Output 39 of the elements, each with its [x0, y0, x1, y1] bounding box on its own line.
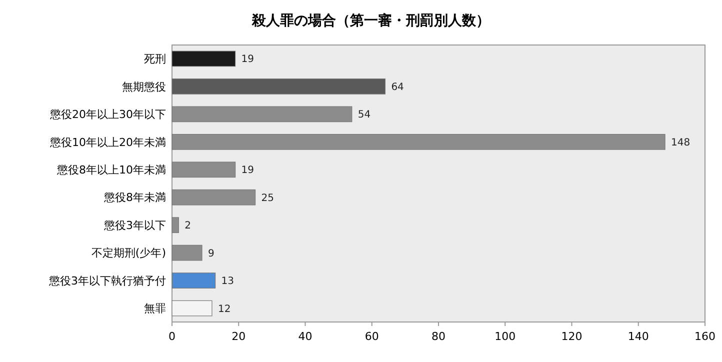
data-label: 148 — [671, 137, 690, 148]
data-label: 9 — [208, 248, 214, 260]
data-label: 19 — [241, 54, 254, 66]
y-tick-label: 懲役10年以上20年未満 — [49, 136, 166, 149]
data-label: 25 — [261, 192, 274, 204]
data-label: 2 — [184, 220, 192, 232]
y-tick-label: 無罪 — [144, 302, 166, 316]
bar — [172, 106, 352, 122]
x-tick-label: 40 — [298, 330, 312, 343]
bar — [172, 162, 236, 178]
data-label: 12 — [218, 304, 231, 315]
bar — [172, 50, 236, 67]
x-tick-label: 100 — [494, 330, 516, 343]
x-tick-label: 0 — [168, 330, 176, 343]
x-tick-label: 80 — [432, 330, 446, 343]
data-label: 19 — [241, 165, 254, 176]
y-tick-label: 不定期刑(少年) — [91, 246, 166, 260]
x-tick-label: 120 — [561, 330, 582, 343]
bar — [172, 189, 256, 206]
data-label: 54 — [358, 110, 371, 121]
x-tick-label: 160 — [694, 330, 716, 343]
y-tick-label: 無期懲役 — [122, 80, 166, 94]
y-tick-label: 死刑 — [144, 52, 166, 66]
bar — [172, 134, 666, 150]
x-tick-label: 60 — [364, 330, 379, 343]
y-tick-label: 懲役3年以下執行猶予付 — [48, 274, 166, 288]
x-tick-label: 140 — [628, 330, 649, 343]
y-tick-label: 懲役3年以下 — [103, 218, 166, 232]
data-label: 64 — [391, 82, 404, 93]
y-tick-label: 懲役8年以上10年未満 — [56, 163, 166, 176]
y-tick-label: 懲役8年未満 — [103, 191, 166, 204]
bar — [172, 272, 216, 288]
y-tick-label: 懲役20年以上30年以下 — [49, 108, 166, 122]
data-label: 13 — [221, 276, 234, 288]
bar — [172, 217, 179, 234]
chart-title: 殺人罪の場合（第一審・刑罰別人数） — [251, 12, 490, 29]
bar — [172, 78, 386, 94]
bar — [172, 244, 202, 261]
x-tick-label: 20 — [232, 330, 246, 343]
